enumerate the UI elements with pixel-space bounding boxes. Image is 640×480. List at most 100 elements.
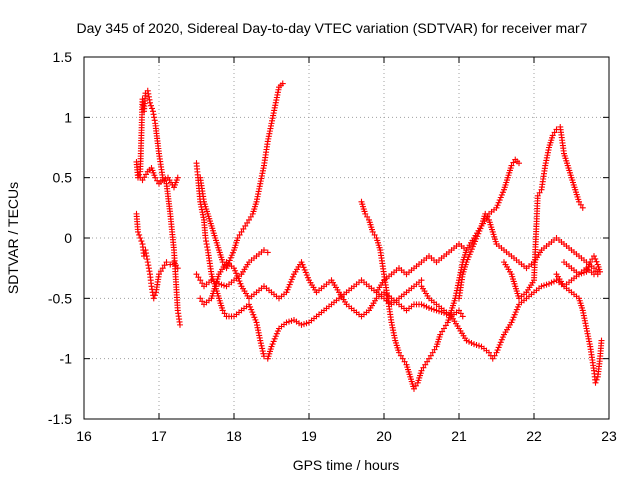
data-point bbox=[424, 358, 431, 365]
data-point bbox=[159, 265, 166, 272]
data-point bbox=[252, 316, 259, 323]
data-point bbox=[236, 278, 243, 285]
data-point bbox=[511, 311, 518, 318]
data-point bbox=[591, 253, 597, 260]
data-point bbox=[441, 325, 447, 332]
series-track-m bbox=[553, 271, 605, 386]
y-tick-label: 0 bbox=[64, 230, 72, 246]
data-point bbox=[246, 216, 252, 223]
data-point bbox=[174, 265, 181, 272]
x-tick-label: 22 bbox=[526, 428, 542, 444]
data-point bbox=[231, 265, 237, 272]
data-point bbox=[247, 213, 254, 220]
y-tick-label: -0.5 bbox=[48, 290, 72, 306]
data-point bbox=[172, 262, 179, 269]
data-point bbox=[143, 250, 150, 257]
data-point bbox=[298, 259, 305, 266]
data-point bbox=[224, 262, 231, 269]
data-point bbox=[593, 258, 600, 265]
data-point bbox=[159, 177, 166, 184]
data-point bbox=[288, 276, 295, 283]
data-point bbox=[264, 249, 271, 256]
data-point bbox=[587, 259, 594, 266]
data-point bbox=[156, 271, 162, 278]
data-point bbox=[150, 108, 156, 115]
data-point bbox=[147, 99, 153, 106]
data-point bbox=[362, 210, 369, 217]
series-track-e bbox=[197, 80, 286, 272]
data-point bbox=[223, 265, 230, 272]
data-point bbox=[371, 231, 378, 238]
axis-ticks: 16 17 18 19 20 21 22 23 -1.5 -1 -0.5 0 0.5 1 1.5 bbox=[48, 49, 617, 444]
data-point bbox=[283, 289, 290, 296]
data-point bbox=[204, 244, 211, 251]
y-tick-label: -1.5 bbox=[48, 411, 72, 427]
data-point bbox=[499, 189, 506, 196]
data-point bbox=[145, 265, 152, 272]
data-point bbox=[279, 80, 286, 87]
data-point bbox=[202, 235, 209, 241]
data-point bbox=[257, 337, 264, 344]
data-point bbox=[203, 238, 210, 245]
data-point bbox=[151, 292, 158, 299]
data-point bbox=[299, 261, 306, 268]
data-point bbox=[145, 90, 152, 97]
data-point bbox=[411, 385, 417, 392]
data-point bbox=[247, 303, 254, 310]
y-tick-label: -1 bbox=[60, 351, 73, 367]
data-point bbox=[489, 355, 496, 362]
data-point bbox=[240, 225, 247, 232]
data-point bbox=[597, 268, 603, 275]
data-point bbox=[232, 267, 239, 274]
data-point bbox=[269, 341, 276, 348]
data-point bbox=[508, 319, 515, 326]
data-point bbox=[151, 117, 158, 124]
data-point bbox=[272, 333, 279, 340]
data-point bbox=[592, 255, 599, 262]
data-point bbox=[401, 358, 408, 365]
data-point bbox=[246, 301, 252, 308]
data-point bbox=[510, 314, 517, 321]
data-point bbox=[497, 194, 504, 201]
data-point bbox=[551, 129, 558, 136]
series-track-a bbox=[133, 87, 183, 328]
data-point bbox=[300, 264, 307, 271]
data-point bbox=[301, 266, 308, 273]
data-point bbox=[226, 257, 233, 264]
data-point bbox=[495, 344, 502, 351]
data-point bbox=[463, 259, 470, 266]
data-point bbox=[274, 328, 281, 335]
data-point bbox=[249, 309, 256, 316]
data-point bbox=[235, 275, 242, 282]
data-point bbox=[496, 197, 503, 204]
data-point bbox=[498, 336, 505, 343]
data-point bbox=[270, 338, 277, 345]
data-point bbox=[149, 105, 155, 112]
x-tick-label: 21 bbox=[451, 428, 467, 444]
y-tick-label: 1.5 bbox=[53, 49, 73, 65]
data-point bbox=[418, 277, 425, 284]
data-point bbox=[497, 339, 504, 346]
data-point bbox=[229, 249, 236, 256]
data-point bbox=[144, 256, 151, 263]
data-point bbox=[261, 247, 267, 254]
x-tick-label: 20 bbox=[376, 428, 392, 444]
plot-frame bbox=[83, 56, 610, 420]
data-point bbox=[465, 253, 472, 260]
data-point bbox=[426, 355, 432, 362]
data-point bbox=[412, 382, 419, 389]
series-track-l bbox=[501, 123, 586, 302]
series-track-j bbox=[418, 265, 601, 362]
series-track-n bbox=[561, 253, 603, 278]
data-point bbox=[233, 270, 240, 277]
data-point bbox=[593, 376, 600, 383]
data-point bbox=[268, 343, 275, 350]
data-point bbox=[236, 231, 243, 238]
data-point bbox=[437, 331, 444, 338]
data-point bbox=[174, 174, 181, 181]
data-point bbox=[494, 202, 501, 209]
data-point bbox=[516, 160, 522, 167]
data-point bbox=[150, 111, 157, 118]
data-point bbox=[162, 175, 169, 182]
data-point bbox=[369, 228, 376, 235]
